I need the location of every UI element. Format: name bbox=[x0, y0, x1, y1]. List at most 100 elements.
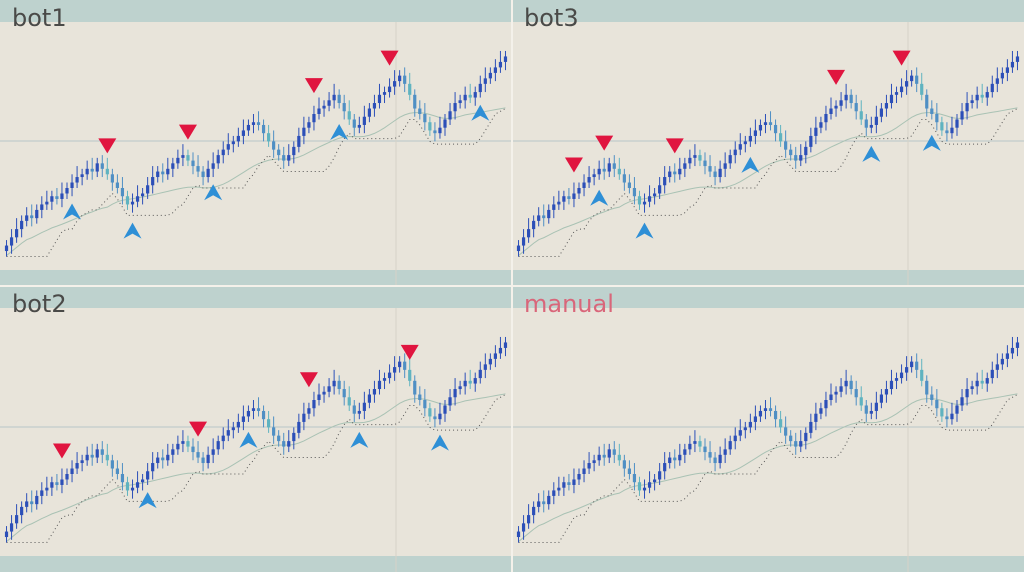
trailing-stop-line bbox=[518, 394, 1018, 544]
candle bbox=[156, 457, 160, 464]
candle bbox=[945, 130, 949, 134]
candle bbox=[834, 391, 838, 395]
candle bbox=[537, 501, 541, 507]
candle bbox=[970, 100, 974, 104]
candle bbox=[418, 108, 422, 114]
candle bbox=[935, 400, 939, 409]
candle bbox=[617, 454, 621, 461]
candle bbox=[814, 413, 818, 422]
candle bbox=[577, 188, 581, 194]
candle bbox=[960, 397, 964, 406]
candle bbox=[231, 141, 235, 145]
candle bbox=[272, 427, 276, 436]
candle bbox=[879, 108, 883, 117]
candle bbox=[894, 92, 899, 95]
candle bbox=[713, 171, 717, 178]
candle bbox=[748, 421, 752, 428]
candle bbox=[272, 141, 276, 150]
moving-average-line bbox=[6, 393, 506, 542]
candle bbox=[597, 168, 601, 175]
candle bbox=[95, 449, 99, 458]
candle bbox=[246, 410, 251, 417]
candle bbox=[542, 501, 546, 505]
candle bbox=[216, 155, 220, 164]
sell-signal-arrow bbox=[827, 69, 846, 85]
candle bbox=[728, 155, 732, 164]
candle bbox=[261, 410, 266, 420]
sell-signal-arrow bbox=[178, 124, 197, 140]
candle bbox=[201, 171, 205, 178]
candle bbox=[970, 386, 974, 390]
candle bbox=[849, 380, 853, 390]
candle bbox=[1015, 56, 1020, 62]
candle bbox=[95, 163, 99, 172]
candle bbox=[216, 441, 220, 450]
candle bbox=[925, 94, 929, 109]
candle bbox=[945, 416, 949, 420]
candle bbox=[930, 108, 934, 114]
chart-manual bbox=[512, 286, 1024, 572]
candle bbox=[478, 369, 482, 379]
candle bbox=[146, 185, 150, 194]
candle bbox=[488, 358, 492, 365]
candle bbox=[587, 463, 591, 469]
candle bbox=[562, 482, 566, 488]
candle bbox=[181, 441, 185, 444]
candle bbox=[261, 124, 266, 134]
candle bbox=[532, 506, 536, 516]
candle bbox=[910, 75, 914, 82]
candle bbox=[226, 430, 230, 436]
candle bbox=[597, 454, 601, 461]
candle bbox=[125, 482, 130, 491]
chart-panel-manual: manual bbox=[512, 286, 1024, 572]
candle bbox=[844, 380, 848, 387]
candle bbox=[85, 454, 89, 461]
candle bbox=[211, 163, 215, 169]
candle bbox=[458, 386, 462, 390]
candle bbox=[372, 389, 377, 395]
candle bbox=[678, 454, 682, 461]
candle bbox=[282, 155, 286, 161]
candle bbox=[166, 454, 170, 461]
volume-band-bottom bbox=[0, 270, 512, 286]
candle bbox=[965, 103, 969, 112]
candle bbox=[65, 188, 69, 194]
candle bbox=[658, 185, 662, 194]
candle bbox=[186, 155, 190, 161]
candle bbox=[226, 144, 230, 150]
candle bbox=[403, 75, 407, 84]
candle bbox=[874, 402, 878, 411]
candle bbox=[246, 124, 251, 131]
candle bbox=[342, 103, 346, 112]
candle bbox=[527, 229, 531, 238]
candle bbox=[789, 149, 793, 156]
candle bbox=[582, 468, 586, 474]
candle bbox=[547, 209, 551, 219]
candle bbox=[362, 402, 366, 411]
candle bbox=[839, 386, 843, 392]
candle bbox=[135, 482, 140, 488]
candle bbox=[55, 196, 59, 199]
candle bbox=[70, 182, 74, 188]
candle bbox=[829, 108, 833, 114]
candle bbox=[829, 394, 833, 400]
candle bbox=[75, 463, 79, 469]
candle bbox=[413, 380, 417, 395]
trailing-stop-line bbox=[518, 108, 1018, 258]
candle bbox=[794, 441, 798, 447]
chart-panel-bot2: bot2 bbox=[0, 286, 512, 572]
candle bbox=[302, 127, 306, 136]
candle bbox=[201, 457, 205, 464]
candle bbox=[423, 400, 427, 409]
candle bbox=[141, 193, 145, 197]
volume-band-bottom bbox=[0, 556, 512, 572]
candle bbox=[521, 523, 526, 532]
sell-signal-arrow bbox=[665, 138, 684, 154]
trailing-stop-line bbox=[6, 108, 506, 258]
candle bbox=[211, 449, 215, 455]
candle bbox=[718, 168, 722, 178]
volume-band-top bbox=[512, 0, 1024, 22]
candle bbox=[995, 364, 999, 370]
candle bbox=[277, 149, 281, 156]
